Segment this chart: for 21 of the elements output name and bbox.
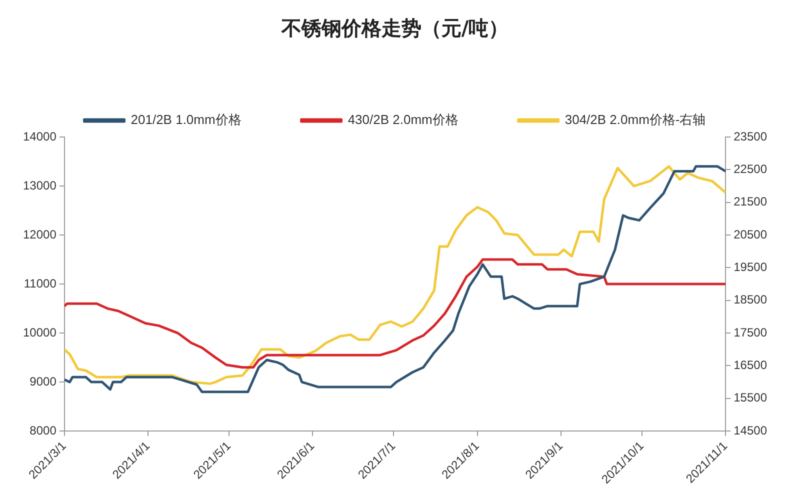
y-tick-label: 11000	[24, 276, 57, 290]
y-tick-label: 9000	[30, 374, 57, 388]
y-tick-label: 8000	[30, 423, 57, 438]
y2-tick-label: 15500	[734, 390, 768, 405]
y-tick-label: 13000	[22, 178, 57, 192]
y2-tick-label: 17500	[734, 325, 768, 340]
y-tick-label: 14000	[22, 129, 57, 144]
legend-label: 201/2B 1.0mm价格	[130, 112, 242, 128]
y-tick-label: 12000	[22, 227, 57, 242]
y2-tick-label: 23500	[734, 129, 768, 144]
y2-tick-label: 20500	[734, 227, 768, 242]
y2-tick-label: 14500	[734, 423, 768, 438]
legend-label: 304/2B 2.0mm价格-右轴	[564, 112, 706, 128]
legend-label: 430/2B 2.0mm价格	[348, 112, 458, 128]
y2-tick-label: 19500	[734, 260, 768, 274]
y2-tick-label: 21500	[734, 194, 768, 209]
y2-tick-label: 22500	[734, 162, 768, 176]
chart-title: 不锈钢价格走势（元/吨）	[280, 16, 509, 40]
y2-tick-label: 18500	[734, 292, 768, 307]
y-tick-label: 10000	[22, 325, 57, 340]
y2-tick-label: 16500	[734, 358, 768, 372]
